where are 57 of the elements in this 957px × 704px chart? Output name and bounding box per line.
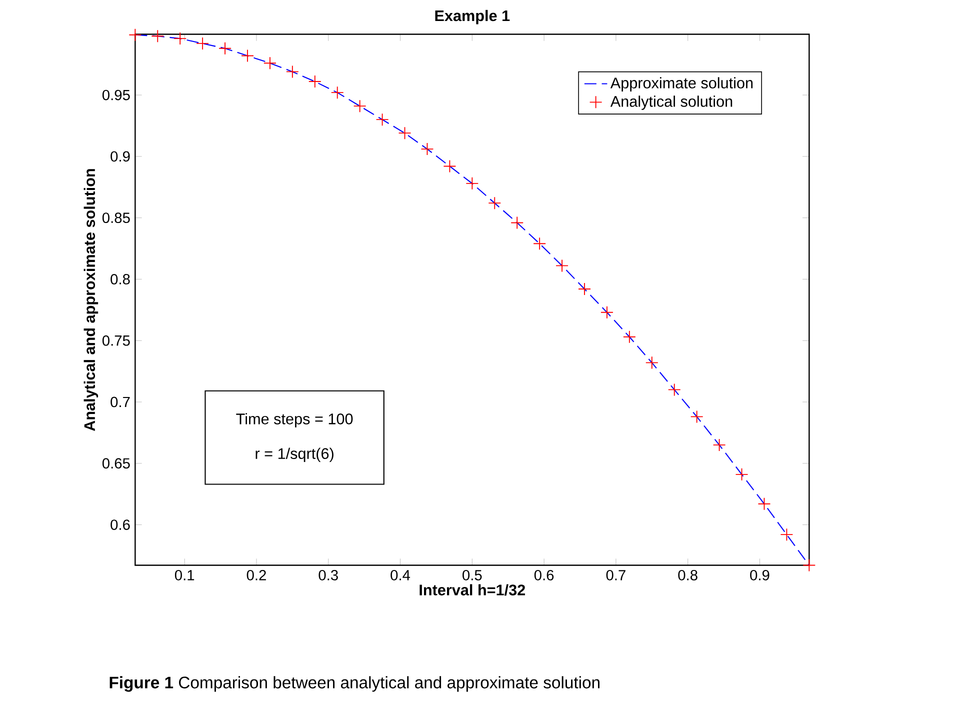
x-tick-label: 0.6 [534, 570, 554, 580]
point [376, 113, 389, 126]
y-tick-label: 0.8 [110, 274, 130, 284]
point [466, 176, 479, 190]
y-axis-title: Analytical and approximate solution [84, 169, 98, 432]
point [780, 528, 794, 542]
x-tick-label: 0.2 [246, 570, 266, 580]
point [622, 330, 636, 344]
x-tick-label: 0.9 [750, 570, 770, 580]
x-axis-title: Interval h=1/32 [420, 584, 526, 596]
point [735, 468, 748, 481]
point [600, 306, 614, 319]
point [578, 282, 591, 296]
line-series [135, 34, 810, 566]
point [398, 126, 412, 140]
point [286, 65, 299, 78]
point [690, 410, 704, 424]
point [218, 42, 232, 55]
legend-label: Analytical solution [610, 96, 732, 110]
point [443, 160, 456, 173]
y-tick-label: 0.7 [110, 396, 130, 408]
point [196, 37, 210, 50]
x-tick-label: 0.4 [390, 570, 410, 580]
y-tick-label: 0.65 [102, 458, 130, 469]
text: Figure 1 Comparison between analytical and approximate solution [110, 676, 600, 692]
y-tick-label: 0.95 [102, 90, 130, 100]
point [712, 438, 726, 452]
point [151, 30, 164, 43]
y-tick-label: 0.9 [110, 151, 130, 162]
x-tick-label: 0.8 [678, 570, 698, 580]
chart-title: Example 1 [435, 10, 510, 24]
y-tick-label: 0.85 [102, 212, 130, 224]
x-tick-label: 0.1 [174, 570, 194, 580]
point [533, 237, 546, 250]
point [263, 56, 276, 70]
point [241, 49, 254, 62]
point [488, 196, 502, 210]
point [420, 142, 434, 156]
point [330, 86, 344, 100]
x-tick-label: 0.7 [606, 570, 626, 580]
point [353, 100, 366, 113]
point [510, 216, 524, 230]
point [128, 28, 142, 42]
y-tick-label: 0.75 [102, 335, 130, 346]
point [668, 383, 681, 396]
point [556, 259, 568, 272]
y-tick-label: 0.6 [110, 520, 130, 530]
x-tick-label: 0.3 [318, 570, 338, 580]
x-tick-label: 0.5 [462, 570, 482, 580]
point [174, 32, 187, 46]
annotation: r = 1/sqrt(6) [256, 448, 334, 462]
point [758, 497, 771, 510]
point [645, 356, 658, 370]
annotation: Time steps = 100 [236, 413, 353, 428]
legend-label: Approximate solution [610, 77, 753, 92]
point [802, 558, 816, 572]
point [308, 75, 322, 88]
